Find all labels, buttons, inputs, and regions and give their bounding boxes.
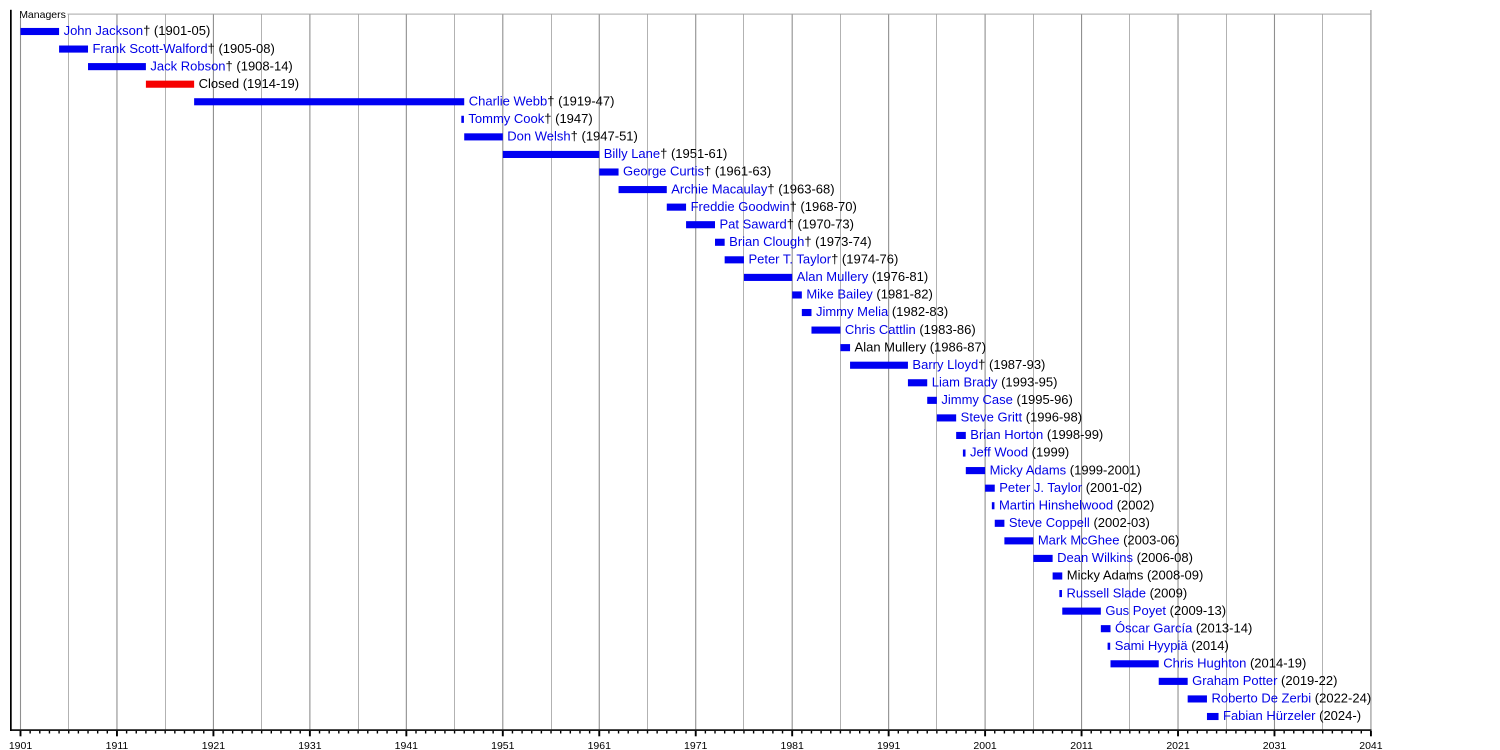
svg-text:Freddie Goodwin† (1968-70): Freddie Goodwin† (1968-70) xyxy=(691,199,857,214)
svg-text:Gus Poyet (2009-13): Gus Poyet (2009-13) xyxy=(1105,603,1226,618)
svg-text:John Jackson† (1901-05): John Jackson† (1901-05) xyxy=(64,23,211,38)
svg-text:Liam Brady (1993-95): Liam Brady (1993-95) xyxy=(932,374,1058,389)
svg-text:Peter T. Taylor† (1974-76): Peter T. Taylor† (1974-76) xyxy=(748,252,898,267)
svg-text:Brian Clough† (1973-74): Brian Clough† (1973-74) xyxy=(729,234,871,249)
svg-text:Fabian Hürzeler (2024-): Fabian Hürzeler (2024-) xyxy=(1223,708,1361,723)
svg-text:Sami Hyypiä (2014): Sami Hyypiä (2014) xyxy=(1115,638,1229,653)
svg-text:1921: 1921 xyxy=(202,740,226,750)
svg-text:Alan Mullery (1976-81): Alan Mullery (1976-81) xyxy=(797,269,929,284)
svg-text:2011: 2011 xyxy=(1070,740,1093,750)
svg-text:1951: 1951 xyxy=(491,740,515,750)
svg-text:Don Welsh† (1947-51): Don Welsh† (1947-51) xyxy=(507,129,638,144)
svg-text:Mark McGhee (2003-06): Mark McGhee (2003-06) xyxy=(1038,533,1180,548)
svg-text:Graham Potter (2019-22): Graham Potter (2019-22) xyxy=(1192,673,1337,688)
svg-text:Mike Bailey (1981-82): Mike Bailey (1981-82) xyxy=(806,287,932,302)
svg-text:2031: 2031 xyxy=(1263,740,1287,750)
svg-text:Pat Saward† (1970-73): Pat Saward† (1970-73) xyxy=(720,216,854,231)
svg-text:Jimmy Case (1995-96): Jimmy Case (1995-96) xyxy=(941,392,1073,407)
svg-text:Russell Slade (2009): Russell Slade (2009) xyxy=(1066,585,1187,600)
svg-text:Chris Hughton (2014-19): Chris Hughton (2014-19) xyxy=(1163,656,1306,671)
svg-text:Tommy Cook† (1947): Tommy Cook† (1947) xyxy=(468,111,592,126)
svg-text:1901: 1901 xyxy=(9,740,33,750)
svg-text:Barry Lloyd† (1987-93): Barry Lloyd† (1987-93) xyxy=(912,357,1045,372)
svg-text:Dean Wilkins (2006-08): Dean Wilkins (2006-08) xyxy=(1057,550,1193,565)
svg-text:Charlie Webb† (1919-47): Charlie Webb† (1919-47) xyxy=(469,93,615,108)
svg-text:Steve Coppell (2002-03): Steve Coppell (2002-03) xyxy=(1009,515,1150,530)
svg-text:Closed (1914-19): Closed (1914-19) xyxy=(199,76,299,91)
svg-text:1991: 1991 xyxy=(877,740,901,750)
svg-text:1961: 1961 xyxy=(588,740,612,750)
svg-text:1931: 1931 xyxy=(298,740,322,750)
svg-text:Jack Robson† (1908-14): Jack Robson† (1908-14) xyxy=(150,58,292,73)
svg-text:1941: 1941 xyxy=(395,740,419,750)
svg-text:Steve Gritt (1996-98): Steve Gritt (1996-98) xyxy=(961,410,1082,425)
svg-text:Martin Hinshelwood (2002): Martin Hinshelwood (2002) xyxy=(999,497,1154,512)
svg-text:Frank Scott-Walford† (1905-08): Frank Scott-Walford† (1905-08) xyxy=(93,41,275,56)
svg-text:Micky Adams (1999-2001): Micky Adams (1999-2001) xyxy=(990,462,1141,477)
svg-text:Peter J. Taylor (2001-02): Peter J. Taylor (2001-02) xyxy=(999,480,1142,495)
svg-text:Jeff Wood (1999): Jeff Wood (1999) xyxy=(970,445,1069,460)
svg-text:Óscar García (2013-14): Óscar García (2013-14) xyxy=(1115,620,1252,635)
svg-text:George Curtis† (1961-63): George Curtis† (1961-63) xyxy=(623,164,771,179)
svg-text:Archie Macaulay† (1963-68): Archie Macaulay† (1963-68) xyxy=(671,181,834,196)
svg-text:2021: 2021 xyxy=(1166,740,1190,750)
svg-text:Micky Adams (2008-09): Micky Adams (2008-09) xyxy=(1067,568,1204,583)
svg-text:Brian Horton (1998-99): Brian Horton (1998-99) xyxy=(970,427,1103,442)
svg-text:Roberto De Zerbi (2022-24): Roberto De Zerbi (2022-24) xyxy=(1211,691,1371,706)
svg-text:Chris Cattlin (1983-86): Chris Cattlin (1983-86) xyxy=(845,322,976,337)
svg-text:Billy Lane† (1951-61): Billy Lane† (1951-61) xyxy=(604,146,728,161)
svg-text:Managers: Managers xyxy=(19,9,66,21)
svg-text:1971: 1971 xyxy=(684,740,708,750)
svg-text:1981: 1981 xyxy=(781,740,805,750)
svg-text:Jimmy Melia (1982-83): Jimmy Melia (1982-83) xyxy=(816,304,948,319)
svg-text:1911: 1911 xyxy=(106,740,129,750)
svg-text:2001: 2001 xyxy=(973,740,997,750)
svg-text:2041: 2041 xyxy=(1359,740,1383,750)
svg-text:Alan Mullery (1986-87): Alan Mullery (1986-87) xyxy=(855,339,987,354)
